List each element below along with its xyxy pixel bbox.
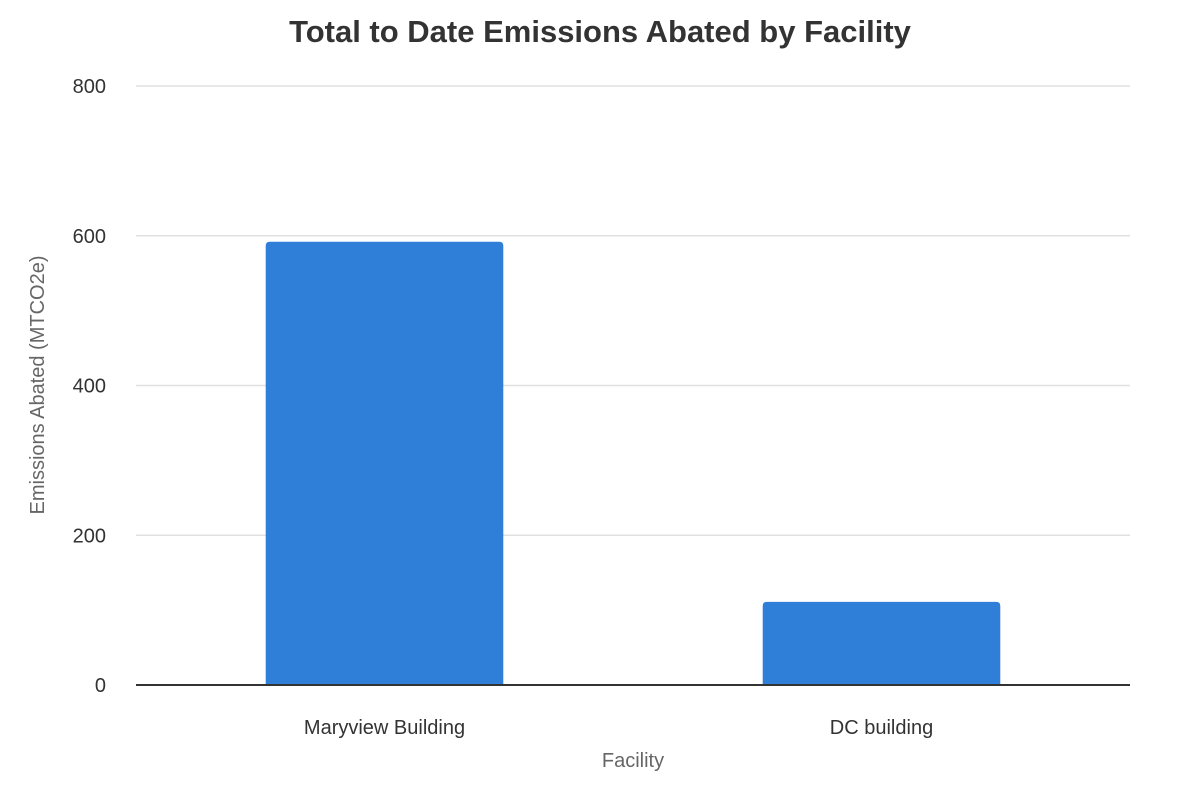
y-axis-label: Emissions Abated (MTCO2e) (27, 256, 49, 515)
y-axis-ticks: 0 200 400 600 800 (73, 76, 106, 697)
chart-title: Total to Date Emissions Abated by Facili… (289, 14, 912, 49)
x-axis-ticks: Maryview Building DC building (304, 717, 933, 739)
x-tick-label-maryview-building: Maryview Building (304, 717, 465, 739)
bars (265, 241, 1001, 686)
y-tick-label-600: 600 (73, 226, 106, 248)
y-tick-label-200: 200 (73, 525, 106, 547)
y-tick-label-800: 800 (73, 76, 106, 98)
bar-maryview-building[interactable] (265, 241, 504, 686)
y-tick-label-400: 400 (73, 376, 106, 398)
x-axis-label: Facility (602, 750, 664, 772)
y-tick-label-0: 0 (95, 675, 106, 697)
bar-dc-building[interactable] (762, 601, 1001, 685)
x-tick-label-dc-building: DC building (830, 717, 933, 739)
